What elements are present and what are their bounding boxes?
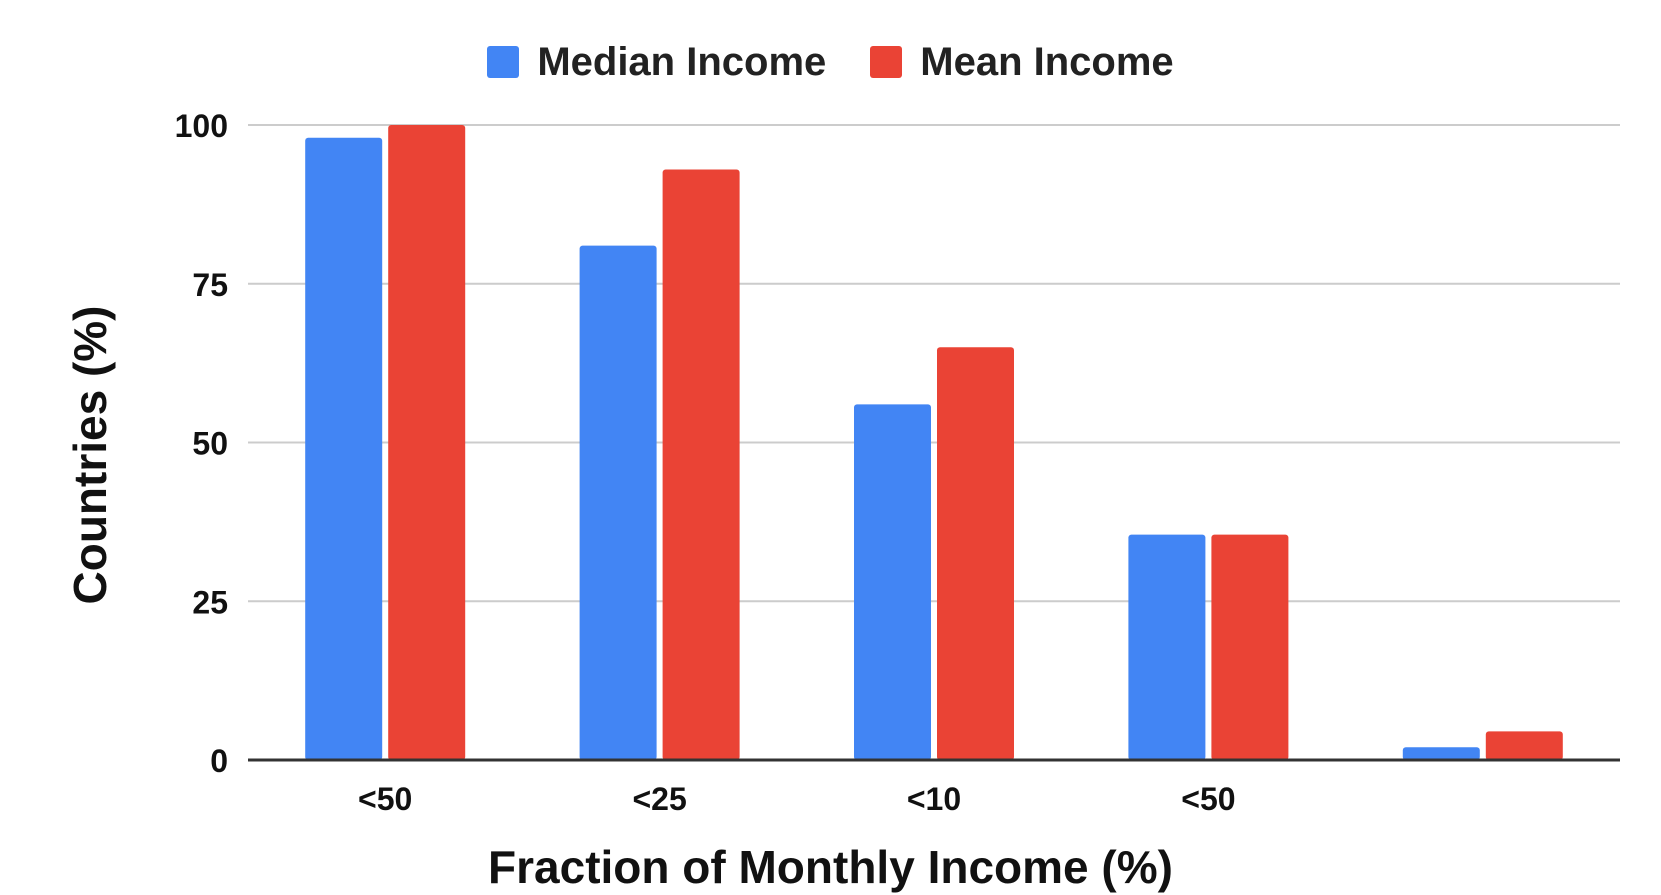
y-tick-label: 50 xyxy=(192,426,228,462)
bar-median xyxy=(1128,534,1206,760)
bar-median xyxy=(305,137,383,760)
y-tick-label: 75 xyxy=(192,267,228,303)
x-tick-label: <10 xyxy=(907,781,961,817)
y-tick-label: 0 xyxy=(210,743,228,779)
bar-mean xyxy=(937,347,1014,760)
x-axis-title: Fraction of Monthly Income (%) xyxy=(488,841,1173,893)
bar-mean xyxy=(1211,534,1289,760)
x-tick-label: <50 xyxy=(1181,781,1235,817)
bar-mean xyxy=(1485,731,1563,760)
bar-median xyxy=(579,245,657,760)
legend-swatch-mean xyxy=(870,46,903,78)
legend-swatch-median xyxy=(487,46,520,78)
legend-item-median: Median Income xyxy=(487,40,826,85)
y-tick-label: 100 xyxy=(175,108,228,144)
y-tick-label: 25 xyxy=(192,584,228,620)
legend-label-median: Median Income xyxy=(537,39,827,84)
x-tick-label: <50 xyxy=(358,781,412,817)
legend-label-mean: Mean Income xyxy=(920,39,1174,84)
bar-mean xyxy=(662,169,740,760)
bar-mean xyxy=(388,125,466,760)
legend-item-mean: Mean Income xyxy=(870,39,1174,85)
bar-median xyxy=(854,404,931,760)
bar-median xyxy=(1402,747,1480,760)
y-axis-title: Countries (%) xyxy=(64,305,116,605)
chart-legend: Median Income Mean Income xyxy=(0,40,1661,84)
x-tick-label: <25 xyxy=(632,781,686,817)
